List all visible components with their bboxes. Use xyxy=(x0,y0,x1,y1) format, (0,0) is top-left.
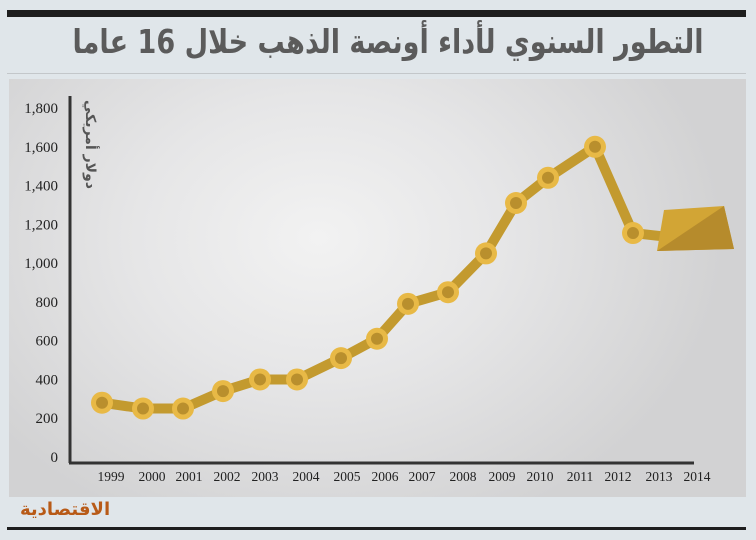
x-tick-label: 1999 xyxy=(98,469,125,484)
title-divider xyxy=(7,73,746,74)
y-tick-label: 600 xyxy=(36,334,59,350)
data-point-marker xyxy=(249,368,271,391)
y-tick-label: 1,600 xyxy=(24,140,58,156)
chart-panel xyxy=(9,79,746,497)
y-tick-label: 1,000 xyxy=(24,256,58,272)
data-point-marker xyxy=(537,166,559,189)
data-point-marker xyxy=(622,222,644,245)
y-tick-label: 800 xyxy=(36,295,59,311)
x-tick-label: 2000 xyxy=(139,469,166,484)
gold-bar-icon xyxy=(657,206,734,251)
x-tick-label: 2013 xyxy=(646,469,673,484)
x-tick-label: 2007 xyxy=(409,469,436,484)
y-axis-ticks: 0 200 400 600 800 1,000 1,200 1,400 1,600 1,800 xyxy=(24,101,58,466)
data-point-marker xyxy=(475,242,497,265)
top-rule xyxy=(7,10,746,17)
chart-title: التطور السنوي لأداء أونصة الذهب خلال 16 … xyxy=(72,22,704,61)
x-tick-label: 2008 xyxy=(450,469,477,484)
x-axis-ticks: 1999 2000 2001 2002 2003 2004 2005 2006 2007 2008… xyxy=(98,469,711,484)
data-series xyxy=(91,135,669,420)
data-point-marker xyxy=(286,368,308,391)
x-tick-label: 2005 xyxy=(334,469,361,484)
data-point-marker xyxy=(584,135,606,158)
data-point-marker xyxy=(330,347,352,370)
x-tick-label: 2010 xyxy=(527,469,554,484)
y-tick-label: 0 xyxy=(51,450,59,466)
x-tick-label: 2012 xyxy=(605,469,632,484)
y-tick-label: 1,200 xyxy=(24,217,58,233)
x-tick-label: 2001 xyxy=(176,469,203,484)
data-point-marker xyxy=(212,380,234,403)
x-tick-label: 2009 xyxy=(489,469,516,484)
bottom-rule xyxy=(7,527,746,530)
brand-logo: الاقتصادية xyxy=(20,499,111,520)
data-point-marker xyxy=(437,281,459,304)
data-point-marker xyxy=(366,327,388,350)
x-tick-label: 2003 xyxy=(252,469,279,484)
data-point-marker xyxy=(505,192,527,215)
y-tick-label: 1,800 xyxy=(24,101,58,117)
data-point-marker xyxy=(132,397,154,420)
series-line xyxy=(101,141,669,414)
y-tick-label: 400 xyxy=(36,372,59,388)
x-tick-label: 2004 xyxy=(293,469,320,484)
y-axis-label: دولار أمريكي xyxy=(82,100,100,189)
x-tick-label: 2006 xyxy=(372,469,399,484)
y-tick-label: 200 xyxy=(36,411,59,427)
x-tick-label: 2002 xyxy=(214,469,241,484)
x-tick-label: 2014 xyxy=(684,469,711,484)
data-point-marker xyxy=(397,292,419,315)
data-point-marker xyxy=(91,391,113,414)
x-tick-label: 2011 xyxy=(567,469,594,484)
data-point-marker xyxy=(172,397,194,420)
y-tick-label: 1,400 xyxy=(24,179,58,195)
